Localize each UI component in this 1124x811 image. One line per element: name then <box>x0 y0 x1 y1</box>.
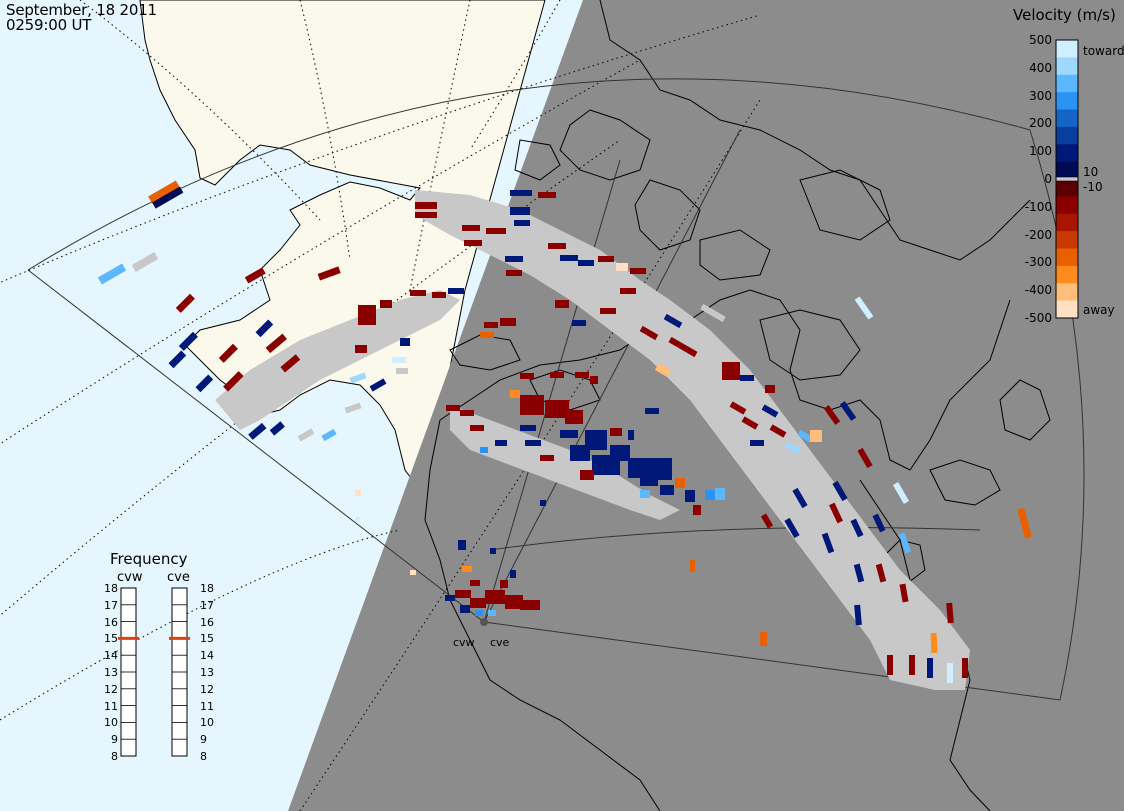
frequency-tick-cvw: 12 <box>104 682 118 696</box>
colorbar-title: Velocity (m/s) <box>1013 6 1116 24</box>
colorbar-swatch <box>1056 40 1078 58</box>
plot-time: 0259:00 UT <box>6 16 92 34</box>
ground-scatter <box>215 190 970 690</box>
frequency-label-cvw: cvw <box>117 570 143 585</box>
colorbar-tick-label: 100 <box>1029 144 1052 159</box>
colorbar-tick-label: 200 <box>1029 116 1052 131</box>
colorbar-swatch <box>1056 179 1078 197</box>
frequency-tick-cve: 12 <box>200 682 214 696</box>
velocity-colorbar <box>1055 40 1079 319</box>
colorbar-zero-band <box>1055 176 1079 182</box>
colorbar-tick-label: -100 <box>1024 199 1052 214</box>
frequency-tick-cvw: 10 <box>104 716 118 730</box>
colorbar-tick-label: 0 <box>1044 172 1052 186</box>
colorbar-tick-label: -300 <box>1024 255 1052 270</box>
frequency-tick-cvw: 11 <box>104 699 118 713</box>
frequency-tick-cvw: 8 <box>111 750 118 763</box>
frequency-tick-cve: 16 <box>200 615 214 629</box>
frequency-tick-cve: 8 <box>200 750 207 763</box>
colorbar-tick-10: 10 <box>1083 165 1099 179</box>
frequency-tick-cvw: 13 <box>104 666 118 679</box>
colorbar-tick-label: 400 <box>1029 60 1052 75</box>
colorbar-tick-label: -200 <box>1024 227 1052 242</box>
frequency-title: Frequency <box>110 550 188 568</box>
colorbar-tick-label: 300 <box>1029 88 1052 103</box>
colorbar-swatch <box>1056 196 1078 215</box>
colorbar-swatch <box>1056 57 1078 76</box>
colorbar-swatch <box>1056 248 1078 267</box>
colorbar-toward-label: toward <box>1083 44 1124 58</box>
colorbar-swatch <box>1056 126 1078 145</box>
frequency-label-cve: cve <box>167 570 190 585</box>
radar-site-marker <box>480 618 488 626</box>
frequency-tick-cvw: 15 <box>104 632 118 646</box>
colorbar-swatch <box>1056 109 1078 128</box>
night-coastlines <box>424 0 1051 811</box>
colorbar-swatch <box>1056 231 1078 249</box>
colorbar-away-label: away <box>1083 303 1115 317</box>
colorbar-swatch <box>1056 300 1078 319</box>
velocity-colorbar-frame <box>1055 39 1079 319</box>
colorbar-tick-neg10: -10 <box>1083 180 1103 194</box>
frequency-tick-cvw: 18 <box>104 582 118 595</box>
colorbar-swatch <box>1056 265 1078 284</box>
frequency-tick-cve: 11 <box>200 699 214 713</box>
frequency-tick-cve: 18 <box>200 582 214 595</box>
colorbar-swatch <box>1056 74 1078 93</box>
colorbar-swatch <box>1056 92 1078 110</box>
colorbar-tick-label: -400 <box>1024 283 1052 298</box>
colorbar-tick-label: -500 <box>1024 311 1052 325</box>
colorbar-tick-label: 500 <box>1029 33 1052 47</box>
colorbar-swatch <box>1056 283 1078 302</box>
frequency-tick-cve: 13 <box>200 666 214 679</box>
plot-date: September, 18 2011 <box>6 1 157 19</box>
frequency-tick-cve: 14 <box>200 649 214 663</box>
frequency-tick-cvw: 16 <box>104 615 118 629</box>
scatter-cells <box>97 180 1032 683</box>
geo-grid <box>0 0 761 811</box>
frequency-tick-cve: 17 <box>200 598 214 612</box>
frequency-tick-cvw: 14 <box>104 649 118 663</box>
colorbar-swatch <box>1056 161 1078 180</box>
radar-label-cvw: cvw <box>453 636 475 649</box>
colorbar-swatch <box>1056 213 1078 232</box>
frequency-tick-cvw: 17 <box>104 598 118 612</box>
radar-label-cve: cve <box>490 636 510 649</box>
frequency-tick-cve: 9 <box>200 733 207 747</box>
frequency-tick-cve: 10 <box>200 716 214 730</box>
colorbar-swatch <box>1056 144 1078 163</box>
frequency-scales <box>118 587 190 757</box>
frequency-tick-cve: 15 <box>200 632 214 646</box>
frequency-tick-cvw: 9 <box>111 733 118 747</box>
